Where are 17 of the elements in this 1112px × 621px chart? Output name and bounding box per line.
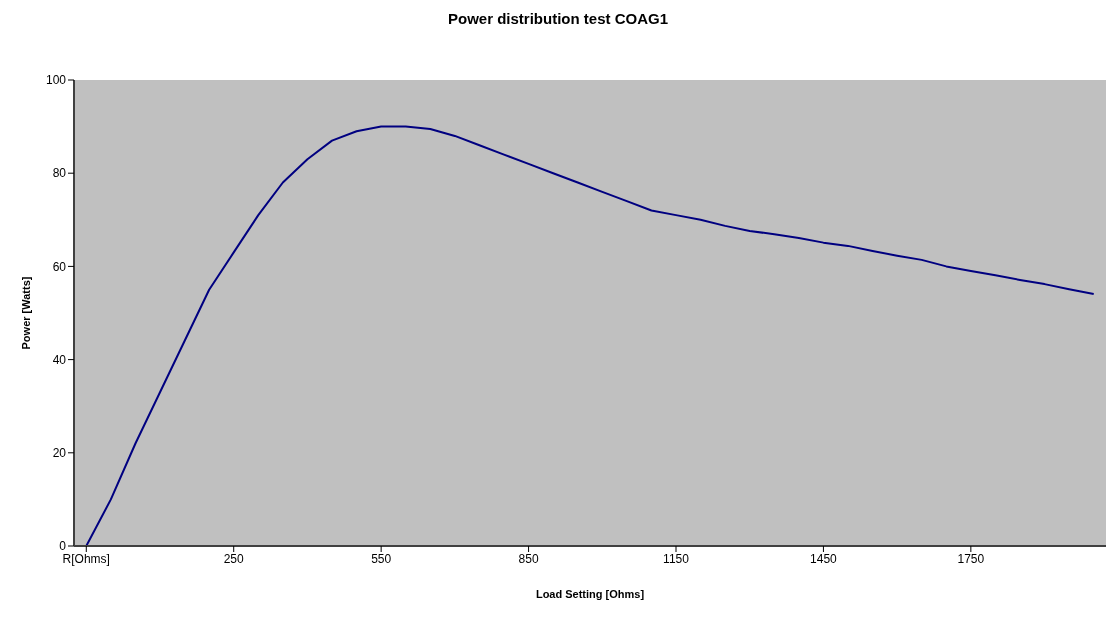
x-tick-label: 850 [518,551,539,566]
y-tick-label: 100 [45,73,67,88]
y-tick-label: 40 [52,352,67,367]
y-tick-label: 80 [52,166,67,181]
y-tick-label: 20 [52,446,67,461]
line-series [85,125,1095,546]
x-tick-label: 1450 [810,551,838,566]
x-tick-label: 250 [223,551,245,566]
x-tick-label: R[Ohms] [62,551,110,566]
chart-title: Power distribution test COAG1 [447,10,669,29]
y-axis-title: Power [Watts] [19,276,32,350]
x-axis-title: Load Setting [Ohms] [535,587,645,600]
y-tick-label: 0 [59,539,67,554]
x-tick-label: 550 [371,551,392,566]
x-tick-label: 1750 [957,551,985,566]
y-tick-label: 60 [52,259,67,274]
x-tick-label: 1150 [663,551,690,566]
